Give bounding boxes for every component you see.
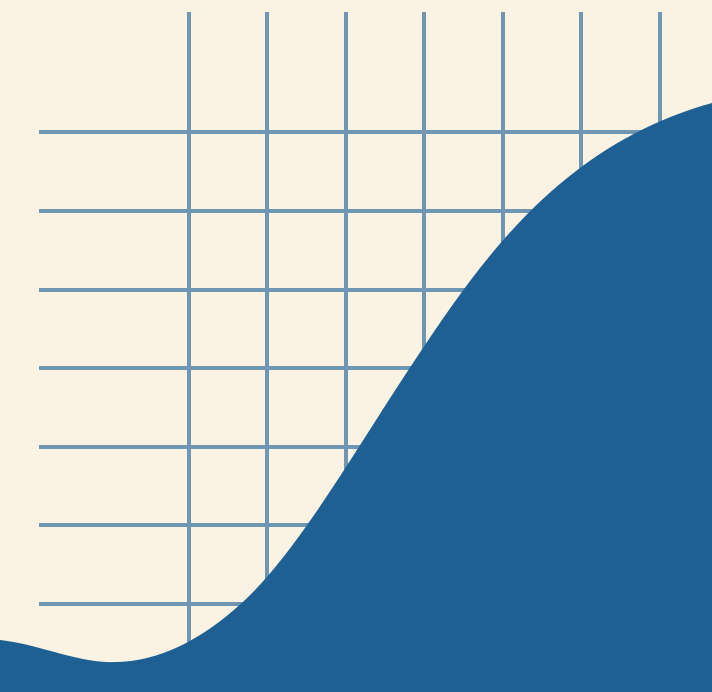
blue-wave-shape [0, 103, 712, 692]
